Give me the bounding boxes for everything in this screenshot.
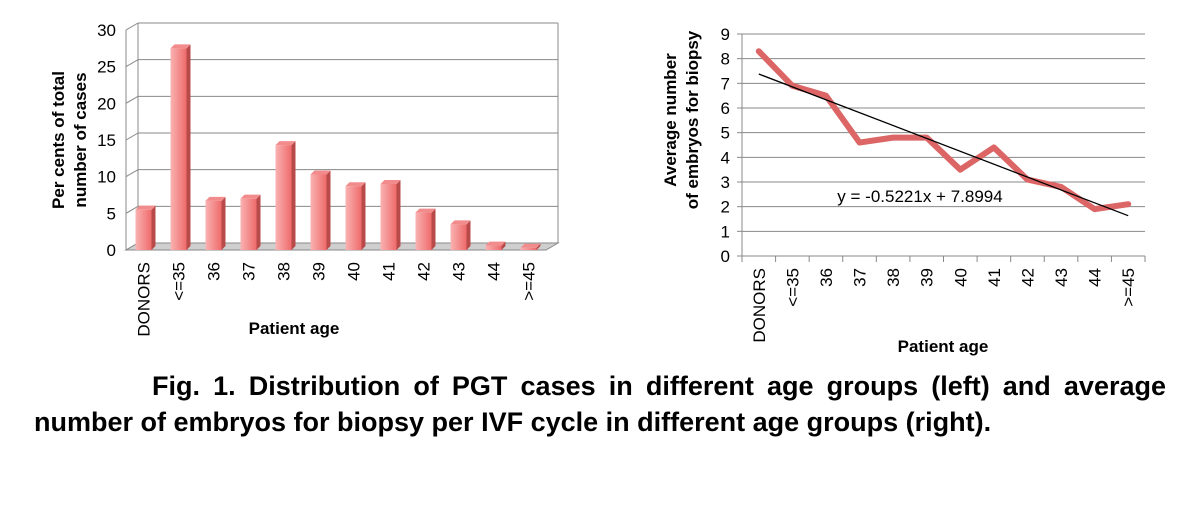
bar [205, 200, 222, 250]
bar [520, 247, 537, 250]
bar-top [450, 220, 471, 225]
left-bar-chart: 0 5 10 15 20 25 30 DONORS <=35 36 37 38 39 40 41 42 43 44… [49, 21, 560, 338]
y-axis-title-line1: Average number [661, 53, 680, 187]
x-tick-label: 43 [1052, 268, 1071, 287]
x-tick-label: 40 [345, 262, 364, 281]
bar [310, 174, 327, 250]
y-axis-title-line2: of embryos for biopsy [683, 30, 702, 209]
bar [380, 184, 397, 250]
x-tick-label: 36 [205, 262, 224, 281]
bar-side [256, 194, 261, 250]
bar [450, 224, 467, 250]
bar [170, 48, 187, 251]
x-tick-label: <=35 [783, 268, 802, 307]
bar-side [291, 141, 296, 250]
x-tick-label: 44 [1086, 268, 1105, 287]
bar-side [151, 205, 156, 250]
bar-side [186, 44, 191, 251]
bar [240, 198, 257, 250]
y-axis-title-line1: Per cents of total [49, 71, 68, 209]
x-tick-label: 39 [918, 268, 937, 287]
x-tick-label: 42 [1018, 268, 1037, 287]
gridline-side [125, 205, 139, 214]
x-tick-label: 37 [851, 268, 870, 287]
bar-top [380, 180, 401, 184]
gridline-side [125, 95, 139, 104]
bar-side [326, 170, 331, 250]
y-tick-label: 15 [97, 131, 116, 150]
series-line [755, 48, 1132, 213]
bar-top [520, 243, 541, 248]
x-tick-label: 36 [817, 268, 836, 287]
x-tick-label: <=35 [170, 262, 189, 301]
gridline-side [125, 132, 139, 141]
bar-top [485, 241, 506, 246]
y-tick-label: 25 [97, 58, 116, 77]
figure-caption: Fig. 1. Distribution of PGT cases in dif… [34, 371, 1166, 437]
bar [485, 245, 502, 250]
x-tick-label: >=45 [1119, 268, 1138, 307]
bar-top [205, 196, 226, 201]
bar-side [536, 243, 541, 250]
bar-side [361, 182, 366, 250]
gridline-side [125, 169, 139, 178]
y-tick-label: 9 [721, 25, 730, 44]
y-tick-label: 20 [97, 94, 116, 113]
bar-top [310, 170, 331, 175]
y-axis-title-line2: number of cases [71, 72, 90, 207]
y-tick-label: 2 [721, 198, 730, 217]
y-tick-label: 10 [97, 168, 116, 187]
bar [275, 145, 292, 250]
x-tick-label: 40 [951, 268, 970, 287]
gridline-side [125, 59, 139, 68]
chart-floor [124, 242, 560, 251]
bar-side [431, 208, 436, 250]
y-tick-label: 3 [721, 173, 730, 192]
bar-top [240, 194, 261, 199]
bar-side [396, 180, 401, 250]
x-tick-label: 38 [884, 268, 903, 287]
bar-top [345, 182, 366, 187]
bar-side [466, 220, 471, 250]
trendline-equation: y = -0.5221x + 7.8994 [837, 187, 1002, 206]
y-tick-label: 0 [721, 247, 730, 266]
bar-side [221, 196, 226, 250]
bar [345, 186, 362, 250]
trendline [758, 73, 1129, 217]
x-tick-label: 41 [380, 262, 399, 281]
x-axis-title: Patient age [898, 337, 989, 356]
x-tick-label: 41 [985, 268, 1004, 287]
bar-top [275, 141, 296, 146]
y-tick-label: 7 [721, 74, 730, 93]
bar-top [415, 208, 436, 213]
y-tick-label: 5 [107, 204, 116, 223]
bar-top [135, 205, 156, 210]
y-tick-label: 1 [721, 222, 730, 241]
y-tick-label: 5 [721, 124, 730, 143]
y-tick-label: 4 [721, 148, 730, 167]
bar [415, 212, 432, 250]
bar [135, 209, 152, 250]
bar-side [501, 241, 506, 250]
x-tick-label: 38 [275, 262, 294, 281]
gridline-side [125, 22, 139, 31]
x-tick-label: >=45 [520, 262, 539, 301]
y-tick-label: 0 [107, 241, 116, 260]
y-tick-label: 6 [721, 99, 730, 118]
x-tick-label: 44 [485, 262, 504, 281]
x-tick-label: 37 [240, 262, 259, 281]
x-tick-label: 43 [450, 262, 469, 281]
y-tick-label: 30 [97, 21, 116, 40]
x-tick-label: 42 [415, 262, 434, 281]
x-axis-title: Patient age [249, 319, 340, 338]
right-line-chart: 0 1 2 3 4 5 6 7 8 9 y = -0.5221x + 7.8994 DONORS <=3… [661, 25, 1146, 356]
bar-top [170, 44, 191, 49]
x-tick-label: DONORS [750, 268, 769, 343]
y-tick-label: 8 [721, 50, 730, 69]
x-tick-label: 39 [310, 262, 329, 281]
x-tick-label: DONORS [135, 262, 154, 337]
